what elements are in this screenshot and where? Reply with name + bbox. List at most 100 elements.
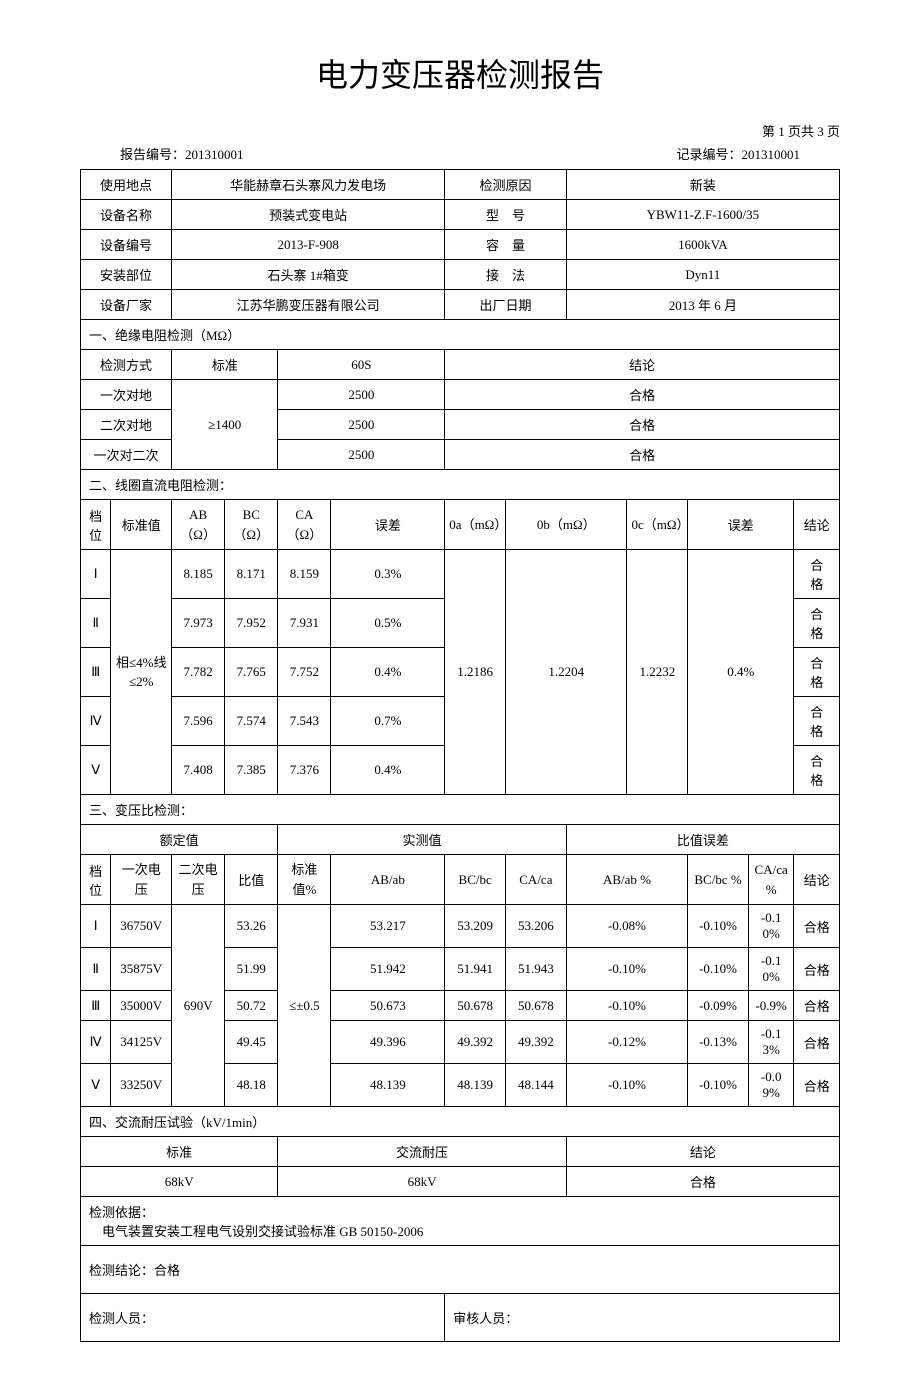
s1-conclusion-label: 结论 (445, 350, 840, 380)
s3-r1-bc: 51.941 (445, 948, 506, 991)
connection: Dyn11 (566, 260, 839, 290)
s2-r4-bc: 7.385 (225, 746, 278, 795)
model-label: 型 号 (445, 200, 566, 230)
model: YBW11-Z.F-1600/35 (566, 200, 839, 230)
s2-r1-tap: Ⅱ (81, 599, 111, 648)
s3-r2-ca: 50.678 (506, 991, 567, 1021)
s3-r4-cae: -0.09% (748, 1064, 794, 1107)
s3-r0-cae: -0.10% (748, 905, 794, 948)
report-no: 报告编号：201310001 (120, 144, 244, 163)
s3-r1-bce: -0.10% (688, 948, 749, 991)
install-pos-label: 安装部位 (81, 260, 172, 290)
connection-label: 接 法 (445, 260, 566, 290)
report-table: 使用地点 华能赫章石头寨风力发电场 检测原因 新装 设备名称 预装式变电站 型 … (80, 169, 840, 1342)
s3-pri-label: 一次电压 (111, 855, 172, 905)
s3-ratio-err-label: 比值误差 (566, 825, 839, 855)
s3-r2-pri: 35000V (111, 991, 172, 1021)
manufacturer: 江苏华鹏变压器有限公司 (172, 290, 445, 320)
s3-r3-cae: -0.13% (748, 1021, 794, 1064)
s3-r1-cae: -0.10% (748, 948, 794, 991)
s2-oa-val: 1.2186 (445, 550, 506, 795)
s3-std-label: 标准值% (278, 855, 331, 905)
s1-row1-name: 二次对地 (81, 410, 172, 440)
s3-r0-bc: 53.209 (445, 905, 506, 948)
s3-r1-pri: 35875V (111, 948, 172, 991)
s3-r4-result: 合格 (794, 1064, 840, 1107)
test-reason: 新装 (566, 170, 839, 200)
s3-r0-ab: 53.217 (331, 905, 445, 948)
s2-err: 误差 (331, 500, 445, 550)
s1-row2-name: 一次对二次 (81, 440, 172, 470)
s2-std-label: 标准值 (111, 500, 172, 550)
s1-row2-val: 2500 (278, 440, 445, 470)
report-title: 电力变压器检测报告 (80, 50, 840, 96)
s3-r0-pri: 36750V (111, 905, 172, 948)
s3-r2-bce: -0.09% (688, 991, 749, 1021)
s2-r4-ca: 7.376 (278, 746, 331, 795)
s2-r2-ab: 7.782 (172, 648, 225, 697)
s3-r2-tap: Ⅲ (81, 991, 111, 1021)
s2-r3-bc: 7.574 (225, 697, 278, 746)
mfg-date: 2013 年 6 月 (566, 290, 839, 320)
s1-method-label: 检测方式 (81, 350, 172, 380)
s2-ab: AB（Ω） (172, 500, 225, 550)
s3-r3-bce: -0.13% (688, 1021, 749, 1064)
s3-r2-bc: 50.678 (445, 991, 506, 1021)
record-no: 记录编号：201310001 (676, 144, 800, 163)
s1-row0-val: 2500 (278, 380, 445, 410)
conclusion-cell: 检测结论：合格 (81, 1246, 840, 1294)
s2-r2-ca: 7.752 (278, 648, 331, 697)
s2-r2-tap: Ⅲ (81, 648, 111, 697)
s2-oc-val: 1.2232 (627, 550, 688, 795)
tester-cell: 检测人员： (81, 1294, 445, 1342)
s3-r3-ratio: 49.45 (225, 1021, 278, 1064)
s2-r3-tap: Ⅳ (81, 697, 111, 746)
s2-r2-result: 合 格 (794, 648, 840, 697)
s3-tap-label: 档位 (81, 855, 111, 905)
s2-ob-val: 1.2204 (506, 550, 627, 795)
s3-r3-result: 合格 (794, 1021, 840, 1064)
s3-r0-ratio: 53.26 (225, 905, 278, 948)
s3-r1-ratio: 51.99 (225, 948, 278, 991)
s3-r4-tap: Ⅴ (81, 1064, 111, 1107)
section1-title: 一、绝缘电阻检测（MΩ） (81, 320, 840, 350)
s3-r4-ab: 48.139 (331, 1064, 445, 1107)
mfg-date-label: 出厂日期 (445, 290, 566, 320)
s3-r0-tap: Ⅰ (81, 905, 111, 948)
s2-r4-err: 0.4% (331, 746, 445, 795)
use-location-label: 使用地点 (81, 170, 172, 200)
s4-result-val: 合格 (566, 1167, 839, 1197)
s3-r3-pri: 34125V (111, 1021, 172, 1064)
s2-r1-ca: 7.931 (278, 599, 331, 648)
s2-r1-err: 0.5% (331, 599, 445, 648)
s4-std-label: 标准 (81, 1137, 278, 1167)
s1-60s: 60S (278, 350, 445, 380)
s2-tap-label: 档位 (81, 500, 111, 550)
s2-r4-result: 合 格 (794, 746, 840, 795)
s2-ca: CA（Ω） (278, 500, 331, 550)
s2-bc: BC（Ω） (225, 500, 278, 550)
s4-ac-val: 68kV (278, 1167, 566, 1197)
s2-r0-tap: Ⅰ (81, 550, 111, 599)
s3-ab-label: AB/ab (331, 855, 445, 905)
s3-r2-ab: 50.673 (331, 991, 445, 1021)
s3-r4-ca: 48.144 (506, 1064, 567, 1107)
s2-std-value: 相≤4%线≤2% (111, 550, 172, 795)
s2-r1-result: 合 格 (794, 599, 840, 648)
basis-cell: 检测依据： 电气装置安装工程电气设别交接试验标准 GB 50150-2006 (81, 1197, 840, 1246)
s3-r0-ca: 53.206 (506, 905, 567, 948)
s3-r1-ab: 51.942 (331, 948, 445, 991)
s2-r0-result: 合 格 (794, 550, 840, 599)
s2-ob: 0b（mΩ） (506, 500, 627, 550)
section3-title: 三、变压比检测： (81, 795, 840, 825)
s3-r1-abe: -0.10% (566, 948, 687, 991)
s2-oa: 0a（mΩ） (445, 500, 506, 550)
capacity: 1600kVA (566, 230, 839, 260)
use-location: 华能赫章石头寨风力发电场 (172, 170, 445, 200)
s3-r1-result: 合格 (794, 948, 840, 991)
s3-rated-label: 额定值 (81, 825, 278, 855)
s2-err2: 误差 (688, 500, 794, 550)
device-no-label: 设备编号 (81, 230, 172, 260)
section2-title: 二、线圈直流电阻检测： (81, 470, 840, 500)
s3-r3-ca: 49.392 (506, 1021, 567, 1064)
